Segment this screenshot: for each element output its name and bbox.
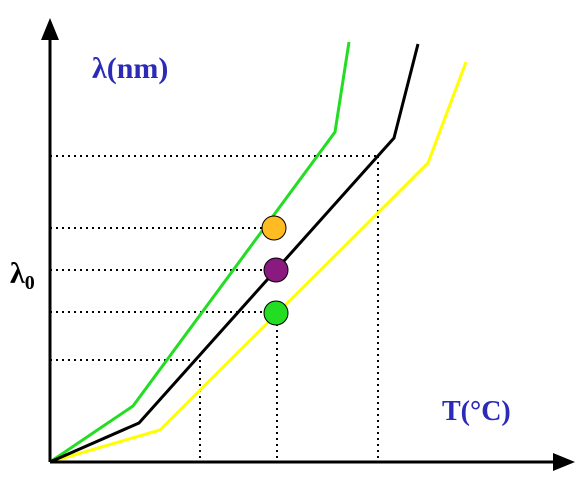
green-marker — [263, 300, 289, 326]
x-axis-label: T(°C) — [442, 396, 511, 427]
dotted-guides — [50, 155, 379, 462]
yellow-curve — [49, 61, 468, 464]
lambda0-symbol: λ — [10, 257, 25, 290]
lambda0-subscript: 0 — [25, 272, 35, 294]
purple-marker — [263, 257, 289, 283]
orange-marker — [261, 215, 287, 241]
black-curve — [49, 43, 420, 464]
x-axis-arrowhead — [553, 453, 575, 471]
lambda0-label: λ0 — [10, 257, 35, 294]
y-axis-arrowhead — [41, 18, 59, 40]
green-curve — [49, 41, 351, 464]
axes — [41, 18, 575, 471]
y-axis-label: λ(nm) — [92, 52, 168, 85]
